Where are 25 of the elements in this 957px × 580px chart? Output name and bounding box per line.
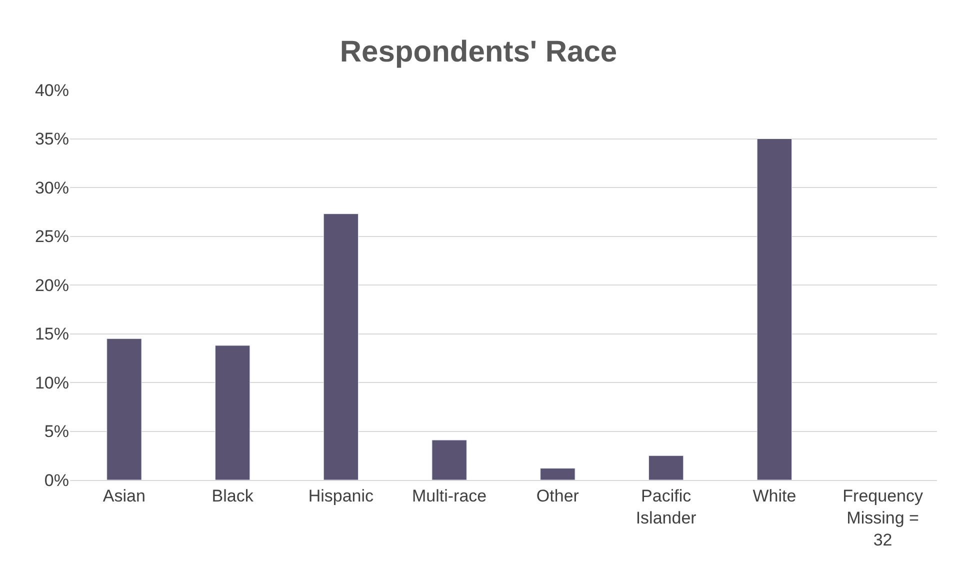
y-tick-label: 30% <box>34 178 69 198</box>
y-tick-label: 10% <box>34 373 69 392</box>
x-tick-label: Asian <box>102 486 146 506</box>
y-tick-label: 20% <box>34 276 69 295</box>
x-tick-label: Multi-race <box>412 486 487 506</box>
y-tick-label: 40% <box>34 80 69 100</box>
y-tick-label: 25% <box>34 227 69 246</box>
bar <box>540 468 576 480</box>
bar <box>432 440 467 480</box>
bar <box>323 214 359 480</box>
x-tick-label: White <box>752 486 796 506</box>
y-tick-label: 5% <box>44 422 69 442</box>
bar <box>106 338 142 480</box>
x-tick-label: Frequency Missing = 32 <box>842 486 924 550</box>
chart-title: Respondents' Race <box>340 36 618 69</box>
y-tick-label: 35% <box>34 130 69 149</box>
bar <box>756 138 792 480</box>
bar <box>648 455 684 480</box>
y-tick-label: 15% <box>34 324 69 344</box>
bar <box>214 345 250 480</box>
x-tick-label: Other <box>536 486 580 506</box>
x-tick-label: Hispanic <box>308 486 374 506</box>
x-tick-label: Pacific Islander <box>636 486 697 528</box>
x-tick-label: Black <box>212 486 254 506</box>
y-tick-label: 0% <box>44 470 69 490</box>
